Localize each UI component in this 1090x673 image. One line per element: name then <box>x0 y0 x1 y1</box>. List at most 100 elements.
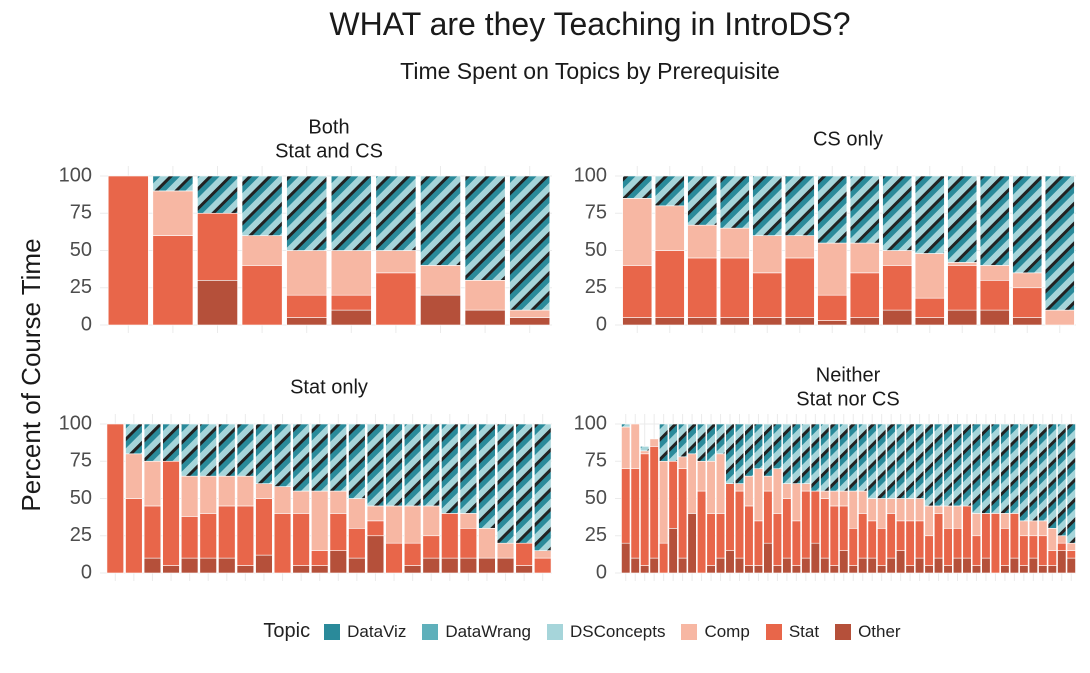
bar-segment-comp <box>403 505 422 544</box>
bar-stack <box>311 423 329 574</box>
bar-segment-other <box>464 309 506 326</box>
bar-segment-comp <box>849 242 880 274</box>
bar-segment-other <box>763 542 773 574</box>
bar-stack <box>1038 423 1048 574</box>
bar-stack <box>952 423 963 574</box>
bar-segment-datapart <box>1028 423 1038 522</box>
bar-stack <box>152 175 194 326</box>
legend-swatch-dsconcepts <box>547 623 564 640</box>
bar-segment-other <box>329 550 347 574</box>
bar-segment-comp <box>1057 535 1067 544</box>
bar-segment-comp <box>509 309 551 318</box>
facet-panel: CS only 0 25 50 75 100 <box>574 128 1076 335</box>
facet-label: Both <box>308 116 349 138</box>
bar-segment-comp <box>1044 309 1075 326</box>
bar-segment-comp <box>782 483 792 499</box>
legend-swatch-comp <box>681 623 698 640</box>
bar-segment-other <box>896 550 906 574</box>
legend-item-comp: Comp <box>681 622 750 642</box>
bar-segment-comp <box>706 460 716 514</box>
legend-label-datawrang: DataWrang <box>445 621 532 641</box>
bar-segment-other <box>839 550 849 574</box>
bar-segment-stat <box>286 294 328 318</box>
bar-segment-comp <box>1000 513 1010 529</box>
bar-segment-comp <box>218 475 236 507</box>
bar-segment-other <box>744 565 754 574</box>
bar-stack <box>752 175 783 326</box>
bar-segment-datapart <box>534 423 552 551</box>
bar-segment-other <box>810 542 820 574</box>
bar-segment-comp <box>478 527 496 559</box>
bar-segment-stat <box>784 257 815 318</box>
bar-segment-stat <box>1038 535 1048 566</box>
bar-stack <box>255 423 273 574</box>
bar-segment-datapart <box>459 423 478 514</box>
bar-segment-stat <box>143 505 162 559</box>
bar-segment-other <box>687 317 718 326</box>
bar-segment-comp <box>715 453 726 514</box>
bar-segment-stat <box>877 527 887 566</box>
bar-segment-comp <box>459 513 478 529</box>
bar-stack <box>915 423 925 574</box>
bar-segment-datapart <box>725 423 735 484</box>
bar-stack <box>162 423 180 574</box>
bar-segment-comp <box>744 475 754 507</box>
bar-segment-datapart <box>971 423 982 514</box>
bar-stack <box>441 423 459 574</box>
bar-segment-comp <box>905 498 915 522</box>
legend-swatch-stat <box>765 623 782 640</box>
bar-segment-datapart <box>218 423 236 477</box>
bar-stack <box>106 423 124 574</box>
bar-segment-other <box>366 535 385 574</box>
bar-segment-datapart <box>1047 423 1057 529</box>
bar-segment-datapart <box>877 423 887 499</box>
bar-segment-datapart <box>420 175 461 266</box>
bar-segment-datapart <box>478 423 496 529</box>
bar-segment-comp <box>385 505 403 544</box>
bar-stack <box>515 423 533 574</box>
bar-segment-datapart <box>915 423 925 499</box>
bar-segment-stat <box>199 513 217 559</box>
bar-segment-comp <box>933 505 944 514</box>
bar-segment-stat <box>697 490 707 574</box>
bar-segment-stat <box>515 542 533 566</box>
bar-segment-datapart <box>719 175 750 229</box>
y-tick-label: 100 <box>574 164 607 186</box>
bar-segment-comp <box>348 498 366 529</box>
bar-segment-other <box>1047 565 1057 574</box>
bar-segment-comp <box>752 235 783 274</box>
bar-segment-comp <box>952 505 963 529</box>
bar-segment-stat <box>311 550 329 566</box>
bar-stack <box>143 423 162 574</box>
bar-segment-datapart <box>952 423 963 507</box>
bar-segment-comp <box>924 505 934 537</box>
bar-segment-datapart <box>858 423 868 492</box>
bar-segment-stat <box>947 265 978 311</box>
bar-segment-stat <box>1000 527 1010 566</box>
bar-segment-comp <box>943 505 953 529</box>
bar-segment-stat <box>752 272 783 318</box>
bar-segment-datapart <box>1038 423 1048 522</box>
bar-segment-comp <box>820 490 830 499</box>
bar-stack <box>534 423 552 574</box>
bar-stack <box>979 175 1010 326</box>
bar-stack <box>687 175 718 326</box>
bar-segment-stat <box>630 468 640 559</box>
facet-label: Stat only <box>290 376 368 398</box>
bar-segment-datapart <box>801 423 811 484</box>
bar-segment-other <box>952 557 963 574</box>
legend-item-other: Other <box>835 622 901 642</box>
bar-stack <box>817 175 848 326</box>
bar-segment-other <box>981 557 991 574</box>
bar-segment-comp <box>496 542 515 559</box>
bar-stack <box>659 423 669 574</box>
legend-label-dataviz: DataViz <box>347 621 407 641</box>
bar-segment-other <box>162 565 180 574</box>
bar-segment-stat <box>924 535 934 566</box>
bar-segment-other <box>630 557 640 574</box>
bar-stack <box>943 423 953 574</box>
bar-segment-other <box>719 317 750 326</box>
bar-segment-datapart <box>622 175 653 199</box>
bar-segment-other <box>725 550 735 574</box>
